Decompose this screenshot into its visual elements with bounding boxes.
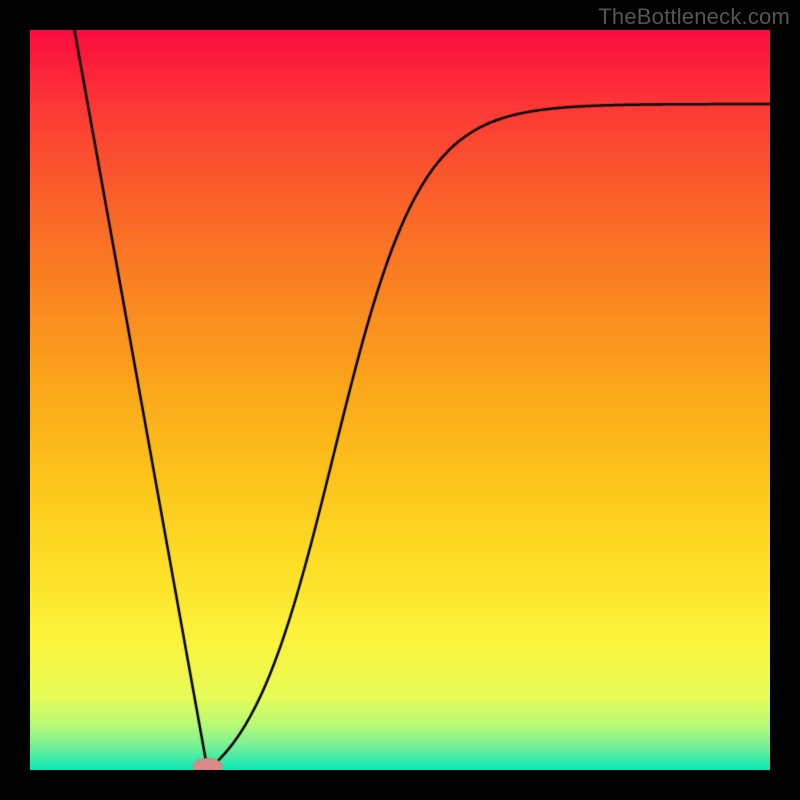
outer-frame: TheBottleneck.com [0, 0, 800, 800]
bottleneck-chart [30, 30, 770, 770]
plot-area [30, 30, 770, 770]
attribution-text: TheBottleneck.com [598, 4, 790, 30]
